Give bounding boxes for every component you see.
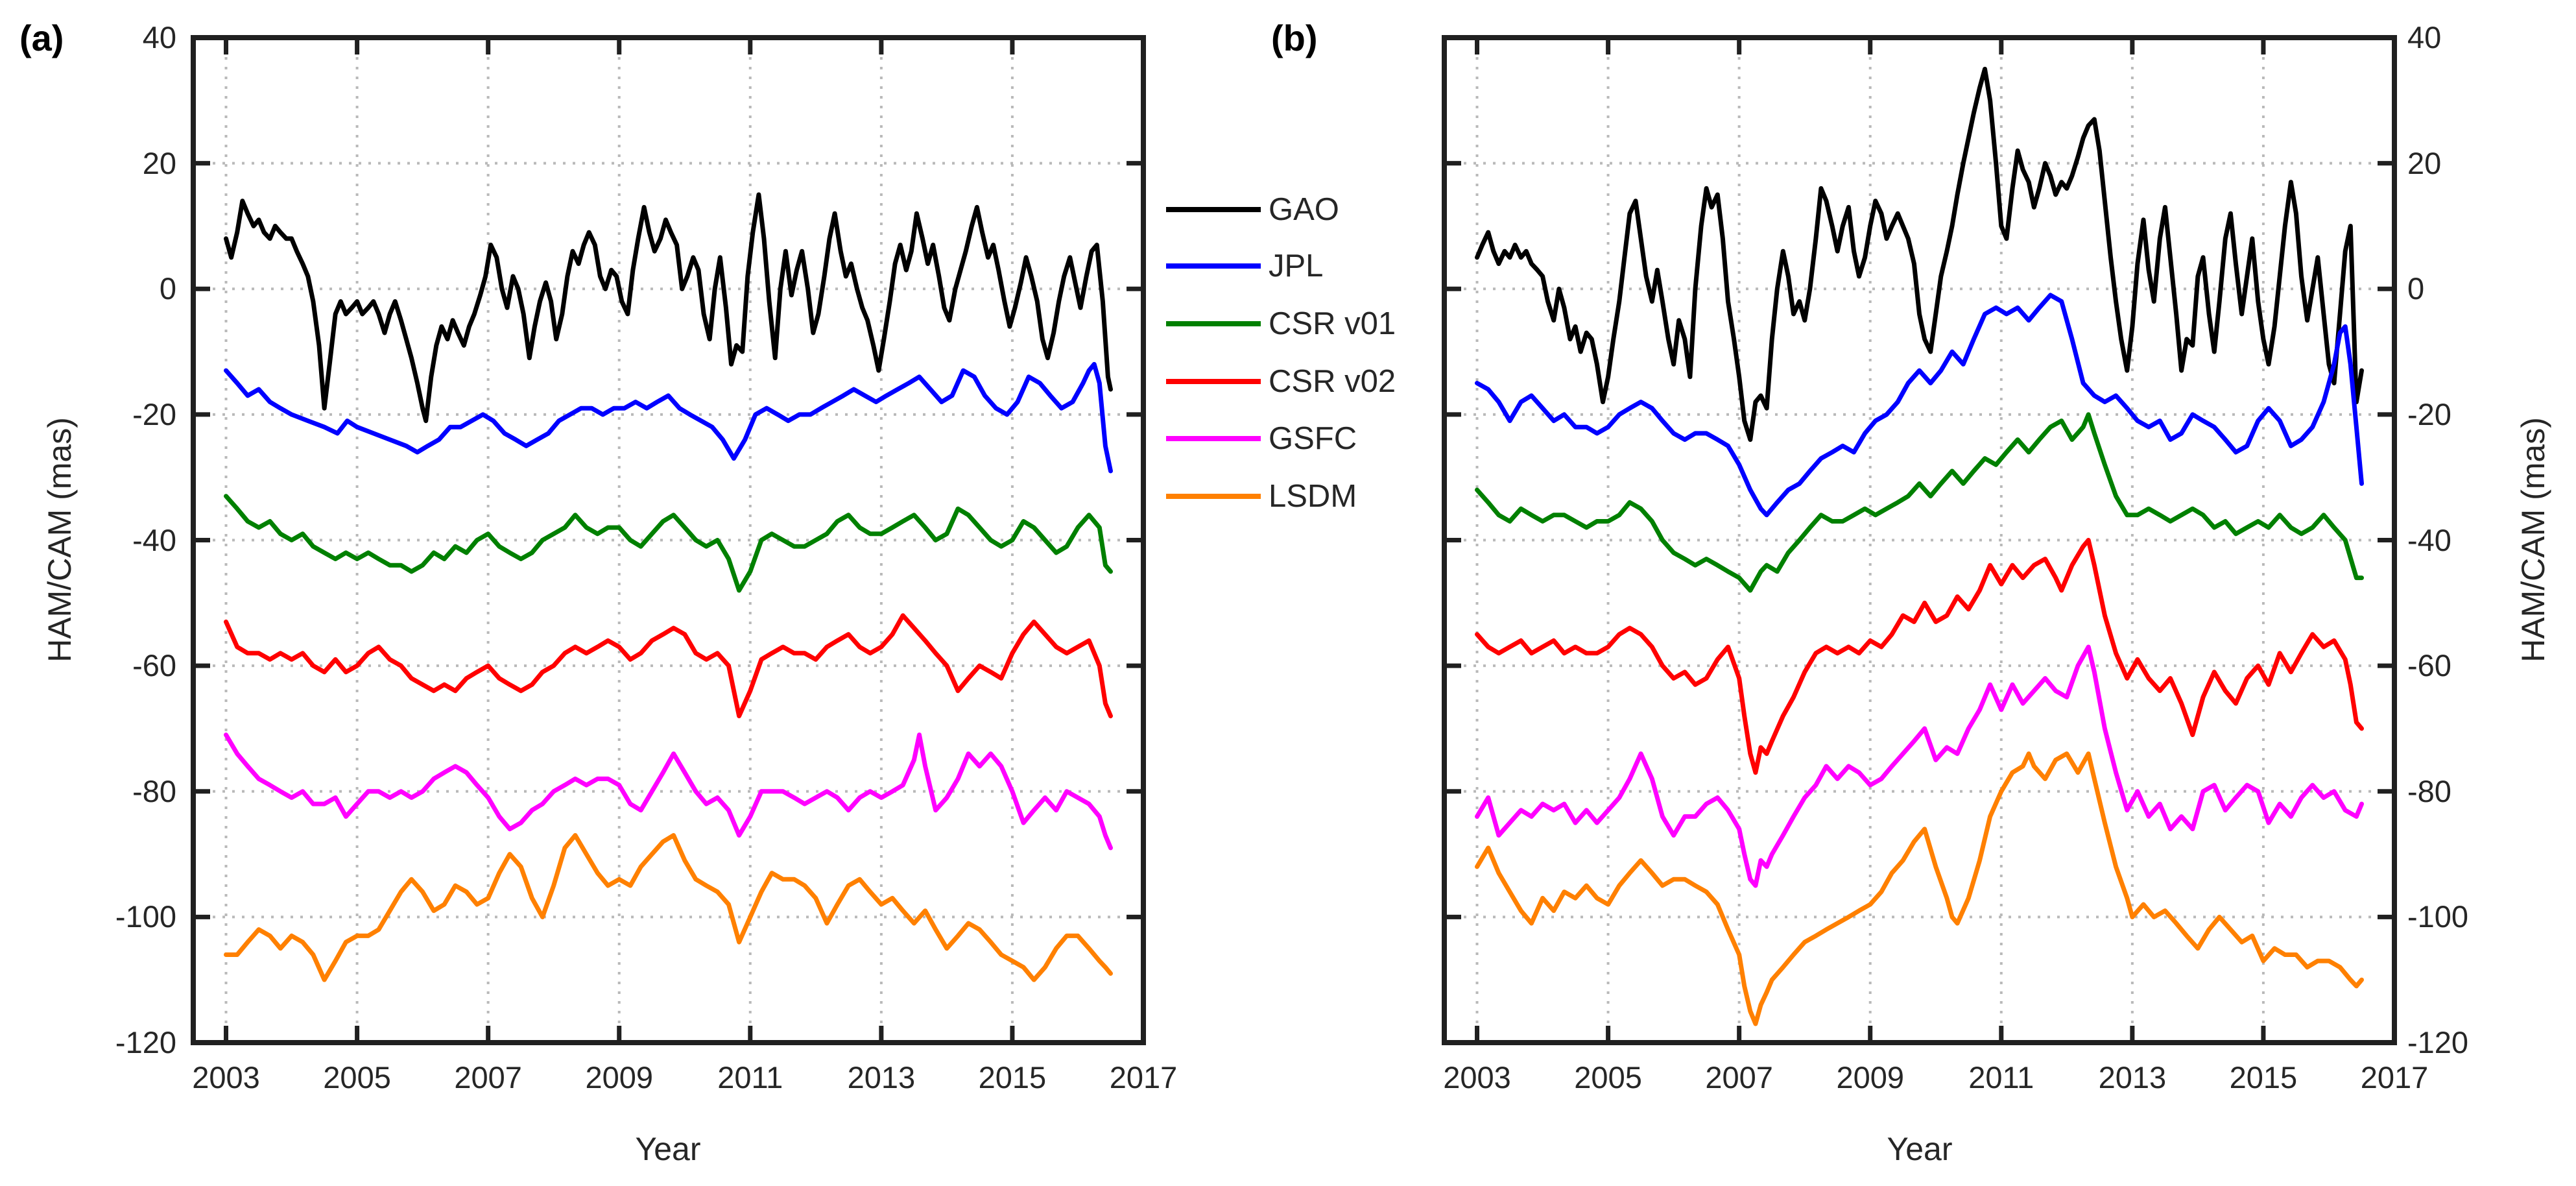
y-tick-label: -80: [2407, 773, 2451, 808]
legend-line-swatch: [1166, 436, 1261, 441]
x-axis-title-panel-b: Year: [1887, 1131, 1953, 1167]
series-jpl: [1477, 295, 2362, 515]
y-tick-label: 0: [159, 271, 176, 306]
y-tick-label: -120: [115, 1025, 176, 1059]
series-gsfc: [226, 735, 1111, 848]
y-tick-label: -40: [2407, 522, 2451, 557]
legend-item-csr-v02: CSR v02: [1166, 363, 1396, 400]
x-tick-label: 2011: [1968, 1060, 2034, 1095]
legend-line-swatch: [1166, 263, 1261, 269]
x-tick-label: 2003: [1443, 1060, 1511, 1095]
panel-b-letter: (b): [1271, 18, 1318, 58]
y-tick-label: -100: [115, 899, 176, 934]
y-tick-label: 0: [2407, 271, 2425, 306]
legend-line-swatch: [1166, 321, 1261, 326]
series-lsdm: [1477, 754, 2362, 1024]
series-csr-v01: [226, 496, 1111, 590]
series-csr-v02: [1477, 540, 2362, 773]
legend-item-label: CSR v01: [1269, 306, 1396, 341]
series-csr-v02: [226, 616, 1111, 716]
legend-item-label: GSFC: [1269, 421, 1357, 456]
x-tick-label: 2015: [2229, 1060, 2298, 1095]
y-tick-label: -100: [2407, 899, 2469, 934]
legend-item-gao: GAO: [1166, 191, 1339, 228]
legend-item-label: LSDM: [1269, 479, 1357, 514]
y-tick-label: -120: [2407, 1025, 2469, 1059]
legend-item-jpl: JPL: [1166, 248, 1323, 284]
y-tick-label: 20: [2407, 145, 2442, 180]
legend-item-label: CSR v02: [1269, 364, 1396, 399]
series-gao: [1477, 69, 2362, 439]
x-tick-label: 2007: [454, 1060, 522, 1095]
panel-a-letter: (a): [19, 18, 64, 58]
x-tick-label: 2017: [2360, 1060, 2429, 1095]
x-tick-label: 2009: [1836, 1060, 1904, 1095]
y-tick-label: 40: [142, 20, 176, 54]
series-lsdm: [226, 836, 1111, 980]
y-tick-label: -60: [132, 648, 176, 683]
x-tick-label: 2011: [717, 1060, 783, 1095]
x-tick-label: 2017: [1109, 1060, 1178, 1095]
legend-item-gsfc: GSFC: [1166, 420, 1357, 457]
panel-b-plot: [1442, 35, 2397, 1045]
x-axis-title-panel-a: Year: [635, 1131, 701, 1167]
x-tick-label: 2013: [847, 1060, 916, 1095]
legend-line-swatch: [1166, 494, 1261, 499]
legend-item-lsdm: LSDM: [1166, 478, 1357, 514]
y-axis-title-left: HAM/CAM (mas): [42, 417, 78, 662]
y-tick-label: -20: [2407, 396, 2451, 431]
series-jpl: [226, 364, 1111, 471]
x-tick-label: 2007: [1705, 1060, 1773, 1095]
x-tick-label: 2005: [1574, 1060, 1642, 1095]
x-tick-label: 2005: [323, 1060, 391, 1095]
y-tick-label: -80: [132, 773, 176, 808]
legend-item-label: GAO: [1269, 192, 1339, 227]
x-tick-label: 2009: [585, 1060, 653, 1095]
series-gsfc: [1477, 647, 2362, 886]
x-tick-label: 2013: [2098, 1060, 2167, 1095]
panel-a-plot: [191, 35, 1146, 1045]
legend-line-swatch: [1166, 207, 1261, 212]
legend-item-label: JPL: [1269, 248, 1324, 284]
y-tick-label: 40: [2407, 20, 2442, 54]
legend-line-swatch: [1166, 379, 1261, 384]
legend-item-csr-v01: CSR v01: [1166, 306, 1396, 342]
x-tick-label: 2003: [192, 1060, 260, 1095]
series-gao: [226, 195, 1111, 421]
x-tick-label: 2015: [978, 1060, 1047, 1095]
series-csr-v01: [1477, 415, 2362, 590]
y-tick-label: -60: [2407, 648, 2451, 683]
y-tick-label: -40: [132, 522, 176, 557]
y-axis-title-right: HAM/CAM (mas): [2515, 417, 2551, 662]
y-tick-label: -20: [132, 396, 176, 431]
y-tick-label: 20: [142, 145, 176, 180]
